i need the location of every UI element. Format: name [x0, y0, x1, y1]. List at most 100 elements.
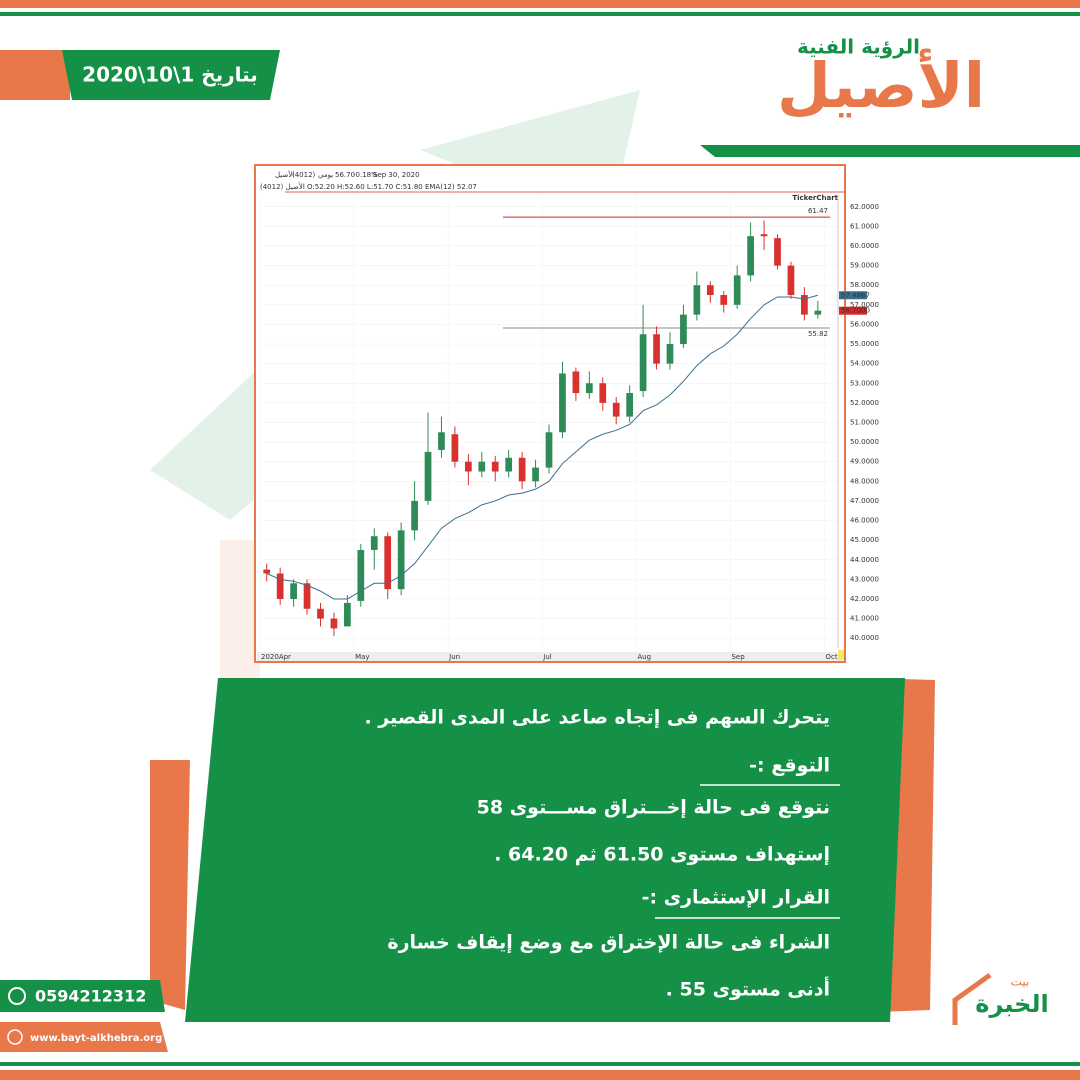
y-tick-label: 59.0000 [850, 262, 879, 270]
candle-body [774, 238, 781, 266]
y-tick-label: 53.0000 [850, 379, 879, 387]
bg-bar [220, 540, 260, 680]
candle-body [787, 265, 795, 296]
candle-body [411, 500, 418, 531]
bottom-stripe [0, 1070, 1080, 1080]
bottom-stripe [0, 1062, 1080, 1066]
y-tick-label: 42.0000 [850, 595, 879, 603]
x-tick-label: Aug [637, 653, 651, 661]
candle-body [290, 583, 297, 599]
ema-line [266, 294, 818, 600]
body-side [150, 760, 190, 1010]
candle-body [276, 573, 284, 599]
logo-top: بيت [1011, 975, 1030, 989]
y-tick-label: 57.0000 [850, 301, 879, 309]
y-tick-label: 60.0000 [850, 242, 879, 250]
y-tick-label: 41.0000 [850, 615, 879, 623]
y-tick-label: 40.0000 [850, 634, 879, 642]
price-tag [839, 291, 867, 300]
chart-frame [254, 164, 846, 663]
globe-icon [7, 1029, 23, 1045]
chart-info: (4012) [292, 171, 316, 179]
candle-body [720, 295, 728, 305]
candle-body [653, 334, 660, 364]
top-stripe [0, 12, 1080, 16]
candle-body [680, 314, 687, 345]
header-shape [0, 50, 70, 100]
x-tick-label: Sep [731, 653, 745, 661]
y-tick-label: 49.0000 [850, 458, 879, 466]
candle-body [814, 310, 822, 315]
candle-body [464, 461, 472, 472]
candle-body [612, 402, 620, 417]
candle-body [760, 234, 768, 237]
y-tick-label: 55.0000 [850, 340, 879, 348]
chart: الأصيل(4012) يومي 56.70-0.18%Sep 30, 2020 (… [259, 170, 879, 661]
chart-info: Sep 30, 2020 [373, 171, 420, 179]
header-line [700, 145, 1080, 157]
candle-body [424, 451, 432, 501]
y-tick-label: 50.0000 [850, 438, 879, 446]
y-tick-label: 45.0000 [850, 536, 879, 544]
corner-tag [838, 650, 844, 660]
y-tick-label: 51.0000 [850, 418, 879, 426]
y-tick-label: 54.0000 [850, 360, 879, 368]
candle-body [585, 383, 593, 394]
y-tick-label: 43.0000 [850, 575, 879, 583]
chart-info: (4012) الأصيل O:52.20 H:52.60 L:51.70 C:… [260, 182, 477, 191]
candle-body [733, 275, 741, 305]
body-line: نتوقع فى حالة إخـــتراق مســـتوى 58 [477, 797, 830, 819]
chart-info: يومي [318, 171, 333, 179]
candle-body [357, 549, 365, 601]
candle-body [626, 393, 634, 417]
candle-body [599, 383, 607, 403]
logo-main: الخبرة [975, 990, 1048, 1018]
body-line: إستهداف مستوى 61.50 ثم 64.20 . [494, 844, 830, 866]
candle-body [451, 434, 459, 462]
chart-brand: TickerChart [792, 194, 838, 202]
body-line: أدنى مستوى 55 . [666, 977, 830, 1001]
chart-info: 56.70 [335, 171, 355, 179]
price-tag-label: 56.7000 [841, 307, 870, 315]
x-tick-label: 2020Apr [261, 653, 291, 661]
candle-body [317, 608, 324, 619]
candle-body [263, 569, 271, 574]
body-text: يتحرك السهم فى إتجاه صاعد على المدى القص… [364, 707, 830, 1001]
y-tick-label: 52.0000 [850, 399, 879, 407]
subtitle: الرؤية الفنية [797, 35, 920, 59]
whatsapp-icon [8, 987, 26, 1005]
y-tick-label: 56.0000 [850, 320, 879, 328]
candle-body [666, 344, 674, 364]
x-tick-label: May [355, 653, 369, 661]
y-tick-label: 47.0000 [850, 497, 879, 505]
candle-body [801, 295, 808, 315]
logo-roof [952, 972, 992, 1025]
candle-body [330, 618, 338, 629]
y-tick-label: 62.0000 [850, 203, 879, 211]
top-stripe [0, 0, 1080, 8]
candle-body [344, 602, 351, 627]
chart-info: -0.18% [353, 171, 378, 179]
candle-body [706, 285, 714, 296]
price-tag-label: 57.4867 [841, 291, 870, 299]
y-tick-label: 46.0000 [850, 517, 879, 525]
date-tag [62, 50, 280, 100]
candle-body [693, 285, 701, 315]
website-tag [0, 1022, 168, 1052]
body-line: الشراء فى حالة الإختراق مع وضع إيقاف خسا… [387, 932, 830, 954]
website: www.bayt-alkhebra.org [30, 1033, 162, 1044]
y-tick-label: 61.0000 [850, 222, 879, 230]
candle-body [438, 432, 445, 450]
title: الأصيل [777, 48, 985, 122]
x-tick-label: Oct [826, 653, 838, 661]
level-label: 55.82 [808, 330, 828, 338]
x-axis-band [257, 652, 843, 661]
candle-body [545, 432, 553, 468]
candle-body [491, 461, 499, 472]
candle-body [370, 536, 378, 550]
date: بتاريخ 1\10\2020 [82, 63, 258, 87]
candle-body [559, 373, 566, 433]
body-line: يتحرك السهم فى إتجاه صاعد على المدى القص… [364, 707, 830, 729]
candle-body [478, 461, 486, 472]
